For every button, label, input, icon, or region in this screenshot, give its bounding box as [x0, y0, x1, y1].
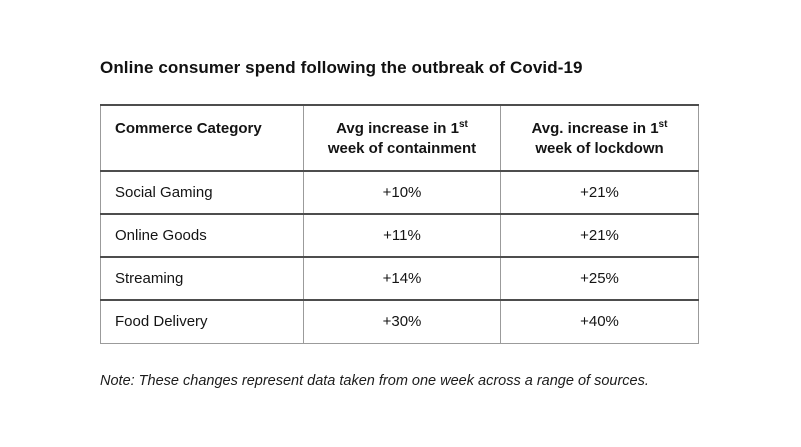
category-cell: Social Gaming [100, 171, 304, 214]
table-row-online-goods: Online Goods +11% +21% [100, 214, 699, 257]
lockdown-value-cell: +40% [500, 300, 699, 343]
lockdown-value-cell: +21% [500, 171, 699, 214]
header-containment-text-line2: week of containment [327, 140, 477, 158]
table-row-streaming: Streaming +14% +25% [100, 257, 699, 300]
page-title: Online consumer spend following the outb… [100, 58, 583, 77]
table-row-social-gaming: Social Gaming +10% +21% [100, 171, 699, 214]
header-lockdown-superscript: st [658, 119, 668, 130]
category-cell: Streaming [100, 257, 304, 300]
footnote: Note: These changes represent data taken… [100, 373, 649, 389]
containment-value-cell: +11% [303, 214, 501, 257]
column-header-containment: Avg increase in 1st week of containment [303, 105, 501, 171]
header-lockdown-text-line2: week of lockdown [535, 140, 664, 158]
containment-value-cell: +10% [303, 171, 501, 214]
category-cell: Online Goods [100, 214, 304, 257]
table-row-food-delivery: Food Delivery +30% +40% [100, 300, 699, 343]
table-header-row: Commerce Category Avg increase in 1st we… [100, 105, 699, 171]
column-header-commerce-category: Commerce Category [100, 105, 304, 171]
consumer-spend-table: Commerce Category Avg increase in 1st we… [100, 104, 699, 344]
column-header-lockdown: Avg. increase in 1st week of lockdown [500, 105, 699, 171]
category-cell: Food Delivery [100, 300, 304, 343]
containment-value-cell: +14% [303, 257, 501, 300]
lockdown-value-cell: +25% [500, 257, 699, 300]
header-lockdown-text: Avg. increase in 1 [531, 120, 659, 137]
header-containment-text: Avg increase in 1 [336, 120, 459, 137]
header-containment-superscript: st [458, 119, 468, 130]
containment-value-cell: +30% [303, 300, 501, 343]
lockdown-value-cell: +21% [500, 214, 699, 257]
